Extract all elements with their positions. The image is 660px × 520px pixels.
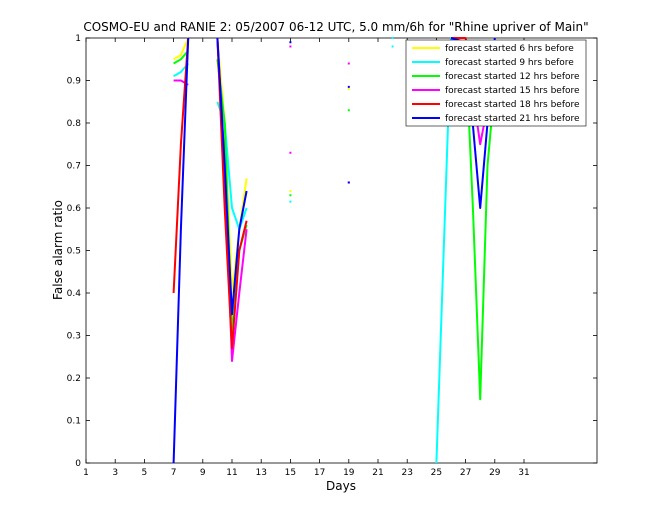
series-point [289, 194, 292, 197]
x-tick-label: 3 [112, 468, 118, 478]
x-tick-label: 1 [83, 468, 89, 478]
legend-label: forecast started 6 hrs before [445, 44, 574, 54]
series-point [347, 85, 350, 88]
series-point [289, 190, 292, 192]
series-line-segment [216, 37, 248, 350]
x-tick-label: 5 [142, 468, 148, 478]
y-tick-label: 0.4 [67, 289, 82, 299]
series-line-segment [172, 37, 190, 464]
y-tick-label: 0.7 [67, 162, 81, 172]
x-tick-label: 23 [401, 468, 412, 478]
x-tick-label: 27 [460, 468, 471, 478]
y-tick-label: 0.8 [67, 119, 82, 129]
x-tick-label: 25 [431, 468, 442, 478]
legend-label: forecast started 18 hrs before [445, 100, 580, 110]
series-point [289, 151, 292, 154]
series-point [347, 88, 350, 90]
x-axis-label: Days [326, 479, 356, 493]
legend-label: forecast started 12 hrs before [445, 72, 580, 82]
series-point [289, 200, 292, 203]
y-tick-label: 0.2 [67, 374, 81, 384]
series-line-segment [173, 50, 189, 65]
x-axis-ticks: 1 3 5 7 9 11 13 15 17 19 21 23 25 27 29 31 [83, 38, 530, 478]
series-line-segment [172, 37, 190, 294]
series-point [289, 41, 292, 44]
y-tick-label: 0.9 [67, 77, 82, 87]
y-axis-ticks: 0 0.1 0.2 0.3 0.4 0.5 0.6 0.7 0.8 0.9 1 [67, 34, 597, 469]
x-tick-label: 15 [285, 468, 296, 478]
series-point [347, 109, 350, 112]
legend-label: forecast started 15 hrs before [445, 86, 580, 96]
x-tick-label: 7 [171, 468, 177, 478]
series-point [391, 45, 394, 48]
legend-label: forecast started 9 hrs before [445, 58, 574, 68]
x-tick-label: 17 [314, 468, 325, 478]
series-point [391, 37, 394, 39]
y-axis-label: False alarm ratio [51, 200, 65, 300]
y-tick-label: 1 [75, 34, 81, 44]
y-tick-label: 0.3 [67, 332, 81, 342]
x-tick-label: 21 [372, 468, 383, 478]
x-tick-label: 11 [226, 468, 237, 478]
x-tick-label: 31 [518, 468, 529, 478]
x-tick-label: 19 [343, 468, 355, 478]
y-tick-label: 0.6 [67, 204, 82, 214]
legend-label: forecast started 21 hrs before [445, 114, 580, 124]
y-tick-label: 0.1 [67, 417, 81, 427]
series-point [289, 45, 292, 48]
x-tick-label: 29 [489, 468, 501, 478]
chart-title: COSMO-EU and RANIE 2: 05/2007 06-12 UTC,… [83, 20, 588, 34]
x-tick-label: 13 [255, 468, 266, 478]
series-line-segment [216, 37, 248, 316]
series-point [347, 181, 350, 184]
y-tick-label: 0 [75, 459, 81, 469]
series-line-segment [173, 37, 190, 61]
legend-box [405, 39, 587, 127]
series-point [347, 62, 350, 65]
chart-legend: forecast started 6 hrs before forecast st… [405, 39, 587, 127]
y-tick-label: 0.5 [67, 247, 81, 257]
x-tick-label: 9 [200, 468, 206, 478]
